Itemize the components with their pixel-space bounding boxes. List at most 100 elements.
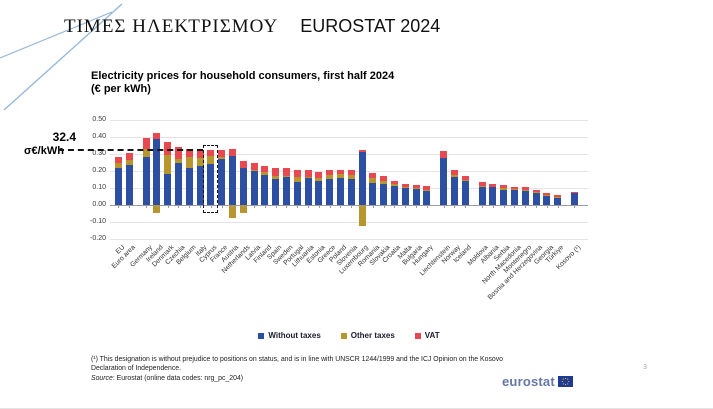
gridline-0.40 (110, 137, 588, 138)
bar-Montenegro-vat (522, 187, 529, 189)
bar-Portugal-without-taxes (294, 182, 301, 205)
bar-Serbia-vat (500, 185, 507, 188)
bar-Malta-other-taxes (402, 187, 409, 188)
bar-Georgia-without-taxes (543, 195, 550, 205)
bar-Kosovo (¹)-vat (571, 192, 578, 193)
axis-tick (547, 205, 548, 208)
bar-Croatia-vat (391, 181, 398, 184)
axis-tick (129, 205, 130, 208)
bar-Finland-vat (261, 166, 268, 172)
bar-EU-without-taxes (115, 168, 122, 205)
axis-tick (286, 205, 287, 208)
bar-Latvia-without-taxes (251, 171, 258, 205)
bar-Slovakia-without-taxes (380, 184, 387, 205)
bar-Liechtenstein-vat (440, 151, 447, 159)
bar-Latvia-other-taxes (251, 170, 258, 171)
bar-Sweden-without-taxes (283, 177, 290, 205)
axis-tick (373, 205, 374, 208)
bar-Liechtenstein-without-taxes (440, 158, 447, 205)
bar-Lithuania-vat (305, 170, 312, 176)
y-tick-label--0.20: -0.20 (80, 235, 106, 242)
axis-tick (514, 205, 515, 208)
bar-Kosovo (¹)-without-taxes (571, 193, 578, 205)
axis-tick (189, 205, 190, 208)
axis-tick (157, 205, 158, 208)
bar-Bosnia and Herzegovina-without-taxes (533, 193, 540, 205)
bar-Bosnia and Herzegovina-other-taxes (533, 192, 540, 193)
bar-Euro area-vat (126, 153, 133, 160)
legend-label: Without taxes (268, 331, 320, 340)
bar-Slovenia-vat (348, 170, 355, 175)
axis-tick (276, 205, 277, 208)
y-tick-label-0.40: 0.40 (80, 133, 106, 140)
bar-Serbia-other-taxes (500, 188, 507, 190)
bar-Greece-other-taxes (326, 175, 333, 179)
bar-Iceland-vat (462, 176, 469, 180)
axis-tick (465, 205, 466, 208)
bar-Norway-vat (451, 170, 458, 175)
bar-Estonia-vat (315, 172, 322, 179)
axis-tick (427, 205, 428, 208)
legend-label: VAT (425, 331, 440, 340)
bar-Croatia-without-taxes (391, 186, 398, 205)
axis-tick (351, 205, 352, 208)
bar-Albania-without-taxes (489, 187, 496, 205)
bar-North Macedonia-without-taxes (511, 189, 518, 205)
bar-Malta-vat (402, 184, 409, 187)
bar-Moldova-vat (479, 182, 486, 185)
bar-Türkiye-vat (554, 195, 561, 197)
bar-Euro area-without-taxes (126, 165, 133, 205)
bar-Lithuania-other-taxes (305, 177, 312, 179)
legend-swatch-icon (258, 333, 264, 339)
axis-tick (232, 205, 233, 208)
axis-tick (454, 205, 455, 208)
bar-Czechia-other-taxes (175, 159, 182, 162)
price-level-dashed-line (58, 149, 203, 151)
bar-Ireland-vat (153, 133, 160, 139)
legend-label: Other taxes (351, 331, 395, 340)
source-line: Source: Eurostat (online data codes: nrg… (91, 375, 521, 384)
bar-Lithuania-without-taxes (305, 178, 312, 205)
axis-tick (222, 205, 223, 208)
price-annotation-unit: σ€/kWh (24, 145, 80, 157)
bar-EU-other-taxes (115, 163, 122, 168)
chart-legend: Without taxes Other taxes VAT (110, 331, 588, 340)
bar-Malta-without-taxes (402, 187, 409, 205)
bar-chart-plot-area (110, 120, 588, 239)
axis-tick (265, 205, 266, 208)
y-tick-label-0.00: 0.00 (80, 201, 106, 208)
bar-Estonia-other-taxes (315, 178, 322, 180)
axis-tick (525, 205, 526, 208)
bar-Greece-vat (326, 170, 333, 175)
bar-Austria-without-taxes (229, 156, 236, 205)
bar-Denmark-other-taxes (164, 155, 171, 175)
bar-Sweden-other-taxes (283, 176, 290, 177)
price-annotation-value: 32.4 (24, 130, 80, 144)
bar-Romania-vat (369, 173, 376, 178)
bar-Belgium-other-taxes (186, 157, 193, 169)
bar-Sweden-vat (283, 168, 290, 175)
bar-Spain-other-taxes (272, 176, 279, 179)
bar-Romania-other-taxes (369, 178, 376, 182)
bar-Estonia-without-taxes (315, 181, 322, 205)
bar-Germany-vat (143, 138, 150, 149)
bar-Belgium-without-taxes (186, 168, 193, 205)
bar-Spain-without-taxes (272, 179, 279, 205)
axis-tick (362, 205, 363, 208)
axis-tick (416, 205, 417, 208)
axis-tick (200, 205, 201, 208)
bar-Serbia-without-taxes (500, 190, 507, 205)
bar-Czechia-without-taxes (175, 163, 182, 205)
axis-tick (504, 205, 505, 208)
y-tick-label-0.20: 0.20 (80, 167, 106, 174)
axis-tick (493, 205, 494, 208)
axis-tick (405, 205, 406, 208)
y-tick-label-0.50: 0.50 (80, 116, 106, 123)
bar-Portugal-vat (294, 170, 301, 177)
axis-tick (319, 205, 320, 208)
eurostat-logo: eurostat (502, 374, 573, 389)
bar-Hungary-vat (423, 186, 430, 190)
axis-tick (536, 205, 537, 208)
